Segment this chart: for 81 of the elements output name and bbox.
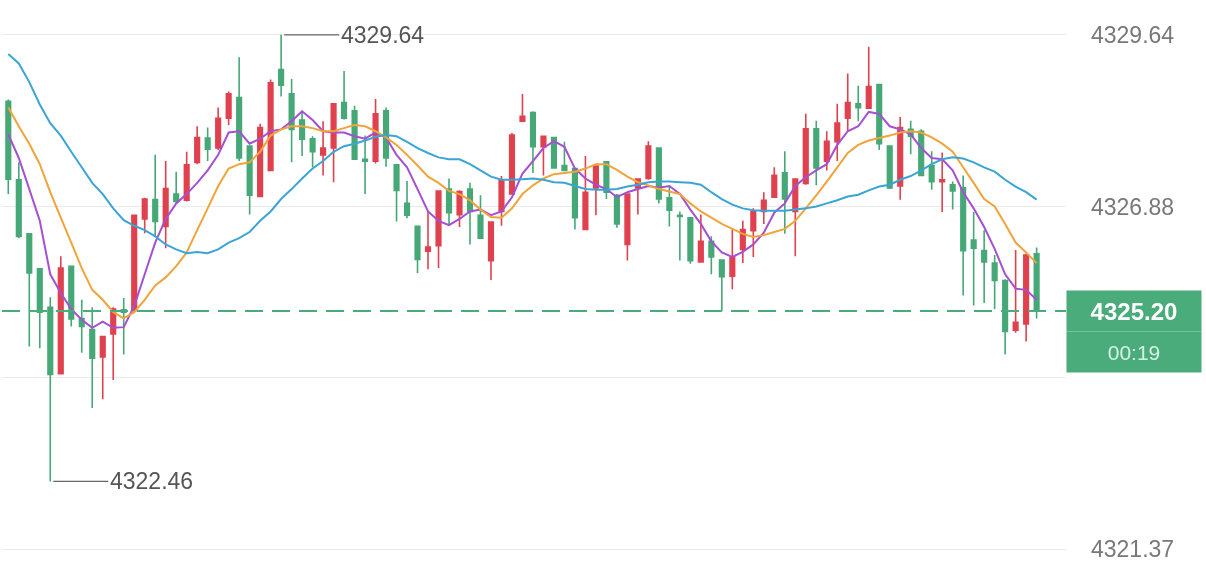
- annotation: 4322.46: [110, 468, 194, 494]
- candlestick: [236, 56, 243, 162]
- candlestick: [372, 98, 379, 165]
- candlestick: [424, 210, 432, 271]
- ref-line-label: 4325.20: [1090, 297, 1178, 325]
- candlestick: [225, 90, 232, 126]
- candlestick: [5, 98, 12, 195]
- candlestick: [15, 161, 22, 240]
- candlestick: [403, 180, 411, 220]
- candlestick: [487, 220, 495, 281]
- candlestick: [183, 150, 190, 203]
- candlestick: [760, 191, 767, 225]
- candlestick: [928, 150, 935, 191]
- candlestick: [666, 185, 673, 228]
- candlestick: [981, 229, 988, 304]
- candlestick: [750, 207, 757, 258]
- candlestick: [529, 110, 537, 174]
- candlestick: [215, 106, 222, 151]
- candlestick: [949, 180, 956, 211]
- candlestick: [970, 211, 977, 307]
- candlestick: [152, 154, 159, 238]
- candlestick: [823, 130, 830, 172]
- candlestick: [330, 103, 337, 184]
- candlestick: [1012, 249, 1019, 334]
- candlestick: [697, 213, 704, 264]
- annotation: 4329.64: [341, 22, 425, 48]
- candlestick: [288, 78, 295, 164]
- candlestick: [960, 174, 967, 297]
- candlestick: [739, 220, 746, 264]
- candlestick: [813, 119, 820, 187]
- candlestick: [341, 70, 348, 121]
- candlestick: [687, 216, 694, 265]
- candlestick: [435, 189, 442, 269]
- candlestick: [802, 113, 809, 186]
- candlestick: [592, 164, 599, 216]
- candlestick: [445, 177, 453, 225]
- candlestick: [99, 335, 106, 401]
- candlestick: [267, 78, 274, 172]
- candlestick: [540, 134, 547, 177]
- candlestick: [414, 224, 421, 274]
- candlestick: [320, 120, 327, 177]
- candlestick: [645, 140, 652, 181]
- candlestick: [508, 132, 516, 196]
- candlestick: [834, 103, 841, 162]
- candlestick: [771, 166, 778, 199]
- candlestick: [204, 126, 211, 162]
- candlestick: [844, 72, 851, 133]
- candlestick: [194, 125, 201, 165]
- candlestick: [466, 182, 474, 246]
- candlestick: [309, 135, 316, 169]
- candlestick: [1023, 252, 1030, 343]
- candlestick: [519, 93, 526, 123]
- y-tick-label: 4329.64: [1091, 21, 1175, 48]
- candlestick: [246, 145, 253, 216]
- candlestick: [624, 192, 631, 262]
- candlestick: [876, 83, 883, 151]
- candlestick: [886, 144, 893, 190]
- candlestick: [278, 34, 285, 98]
- candlestick: [361, 134, 369, 195]
- candlestick: [393, 164, 400, 223]
- candlestick: [57, 255, 64, 376]
- candlestick: [939, 151, 946, 213]
- text: 00:19: [1107, 340, 1161, 364]
- line-series: [7, 53, 1038, 255]
- candlestick: [561, 141, 568, 172]
- candlestick: [676, 210, 683, 262]
- candlestick: [865, 45, 872, 110]
- candlestick: [781, 150, 788, 235]
- candlestick: [729, 227, 736, 291]
- candlestick: [582, 155, 589, 231]
- y-tick-label: 4326.88: [1091, 193, 1175, 220]
- candlestick: [173, 170, 180, 204]
- y-tick-label: 4321.37: [1091, 536, 1175, 563]
- candlestick: [141, 196, 148, 235]
- candlestick: [613, 193, 620, 229]
- candlestick: [991, 254, 998, 310]
- candlestick: [708, 235, 715, 276]
- candlestick: [855, 85, 862, 123]
- candlestick: [382, 106, 390, 168]
- candlestick: [498, 175, 505, 227]
- candlestick: [477, 194, 484, 240]
